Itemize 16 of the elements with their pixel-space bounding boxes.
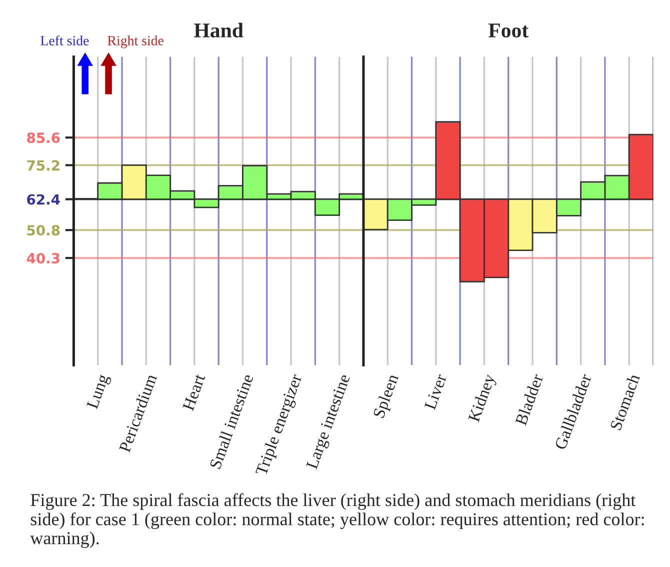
y-tick-label: 85.6	[27, 132, 60, 144]
x-tick-label: Bladder	[514, 372, 544, 426]
x-tick-label: Lung	[86, 373, 112, 411]
chart-title: Foot	[488, 24, 529, 38]
chart-title: Hand	[194, 22, 244, 38]
y-tick-label: 40.3	[26, 252, 60, 264]
caption: Figure 2: The spiral fascia affects the liver (right side) and stomach meridians (right side) for case 1 (green color: normal state; yellow color: requires attention; red color: warning).	[30, 493, 644, 548]
y-tick-label: 62.4	[27, 194, 60, 205]
x-tick-label: Liver	[424, 373, 447, 410]
x-tick-label: Spleen	[372, 373, 402, 420]
text: Right side	[108, 36, 164, 48]
x-tick-label: Triple energizer	[254, 372, 306, 478]
x-tick-label: Heart	[182, 373, 206, 412]
y-tick-label: 75.2	[27, 160, 60, 171]
y-tick-label: 50.8	[27, 225, 60, 236]
text: Left side	[40, 35, 89, 46]
